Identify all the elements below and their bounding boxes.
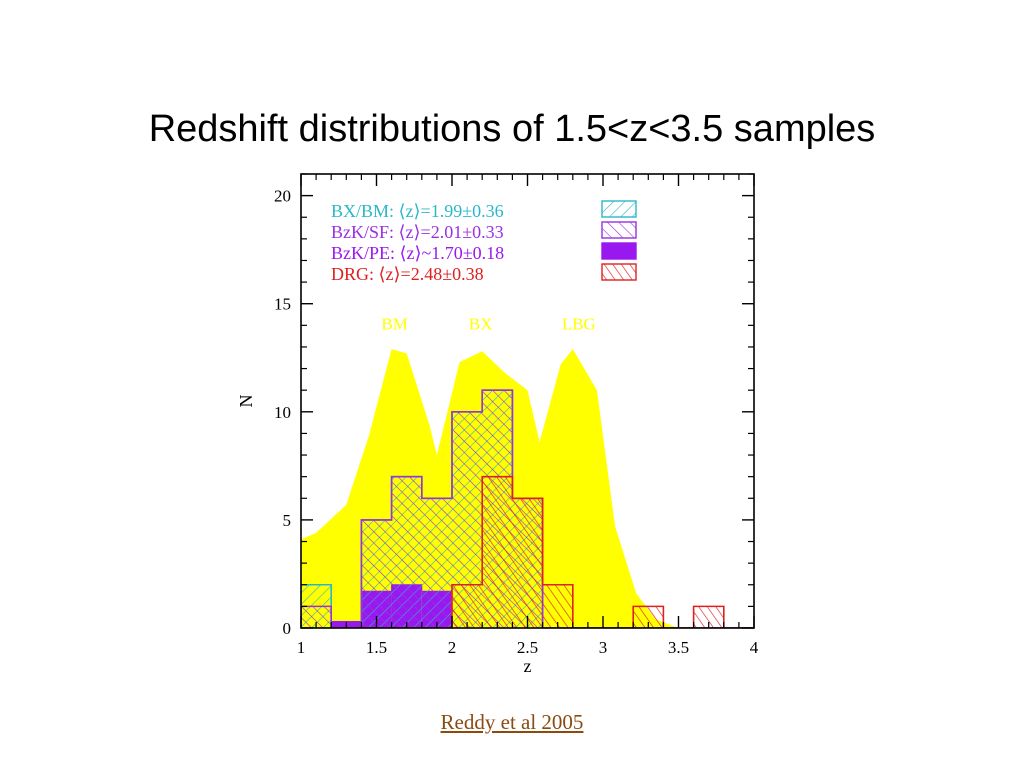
legend-swatch-bzksf	[601, 221, 637, 239]
legend-swatch-bxbm	[601, 200, 637, 218]
outline-bzksf	[301, 389, 754, 628]
bar-drg-11	[633, 606, 664, 628]
y-tick-label: 10	[274, 403, 291, 422]
y-tick-label: 15	[274, 295, 291, 314]
bar-bzksf-3	[391, 476, 422, 628]
y-tick-label: 5	[283, 511, 292, 530]
bar-drg-5	[452, 584, 483, 628]
y-tick-label: 20	[274, 187, 291, 206]
x-tick-label: 4	[750, 638, 759, 657]
bar-bzksf-4	[421, 498, 452, 628]
x-tick-label: 1.5	[366, 638, 387, 657]
bar-bzksf-0	[301, 606, 332, 628]
x-tick-label: 3	[599, 638, 608, 657]
y-axis-label: N	[236, 395, 256, 408]
x-tick-label: 1	[297, 638, 306, 657]
legend-text-bzksf: BzK/SF: ⟨z⟩=2.01±0.33	[331, 222, 504, 242]
slide-title: Redshift distributions of 1.5<z<3.5 samp…	[148, 108, 876, 150]
x-tick-label: 2.5	[517, 638, 538, 657]
x-tick-label: 2	[448, 638, 457, 657]
legend-text-bxbm: BX/BM: ⟨z⟩=1.99±0.36	[331, 201, 504, 221]
envelope-label-bx: BX	[469, 315, 493, 334]
legend-text-drg: DRG: ⟨z⟩=2.48±0.38	[331, 264, 484, 284]
bar-drg-8	[542, 584, 573, 628]
citation: Reddy et al 2005	[440, 710, 584, 734]
envelope-label-lbg: LBG	[562, 315, 596, 334]
legend-swatch-drg	[601, 263, 637, 281]
bar-drg-13	[693, 606, 724, 628]
bar-drg-7	[512, 498, 543, 628]
legend-swatch-bzkpe	[601, 242, 637, 260]
legend-text-bzkpe: BzK/PE: ⟨z⟩~1.70±0.18	[331, 243, 504, 263]
outline-drg	[301, 475, 754, 628]
x-tick-label: 3.5	[668, 638, 689, 657]
x-axis-label: z	[524, 656, 532, 676]
bar-drg-6	[482, 476, 513, 628]
y-tick-label: 0	[283, 619, 292, 638]
envelope-label-bm: BM	[381, 315, 407, 334]
bar-bzksf-2	[361, 519, 392, 628]
